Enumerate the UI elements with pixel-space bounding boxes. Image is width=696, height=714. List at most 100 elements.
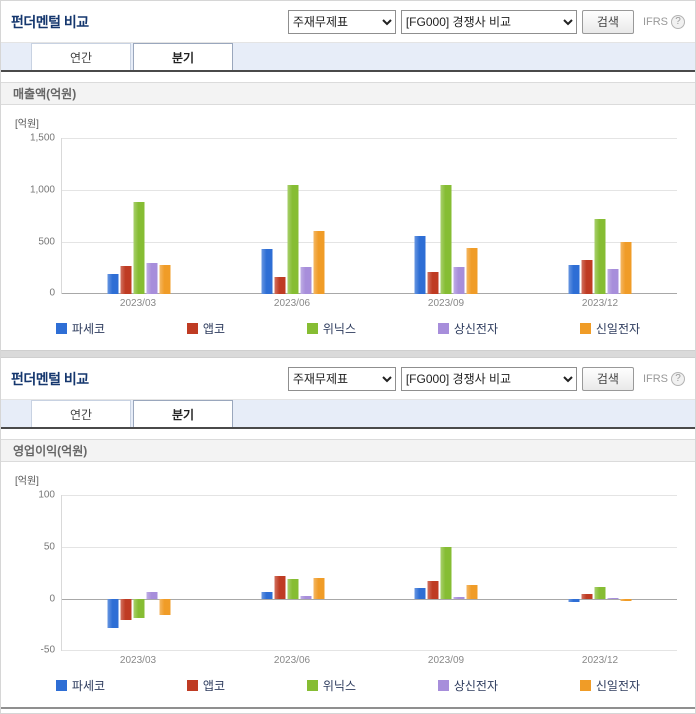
bar-앱코-2023/03 — [120, 599, 132, 620]
bar-상신전자-2023/06 — [300, 266, 312, 294]
legend-swatch — [306, 323, 318, 334]
statement-select[interactable]: 주재무제표 — [287, 9, 396, 34]
legend-label: 신일전자 — [595, 322, 641, 336]
x-axis-label: 2023/06 — [273, 298, 311, 309]
plot-area: -50 0 50 100 — [38, 490, 677, 656]
page-title: 펀더멘털 비교 — [11, 13, 89, 30]
tab-annual[interactable]: 연간 — [31, 400, 131, 427]
bar-신일전자-2023/12 — [620, 242, 632, 294]
bar-파세코-2023/12 — [568, 599, 580, 603]
bars — [107, 138, 171, 294]
legend-label: 파세코 — [71, 322, 106, 336]
header-controls: 주재무제표 [FG000] 경쟁사 비교 검색 IFRS ? — [287, 9, 685, 34]
bar-앱코-2023/09 — [427, 581, 439, 599]
y-axis-tick-label: 1,500 — [29, 132, 55, 144]
legend-item-파세코: 파세코 — [55, 677, 105, 694]
zero-gridline — [62, 599, 677, 600]
ifrs-label: IFRS ? — [642, 371, 685, 386]
legend-swatch — [579, 680, 591, 691]
bar-신일전자-2023/12 — [620, 599, 632, 602]
bar-group — [523, 138, 677, 294]
ifrs-text: IFRS — [642, 372, 668, 385]
bar-파세코-2023/03 — [107, 599, 119, 629]
unit-label: [억원] — [15, 119, 39, 130]
plot-area: 0 500 1,000 1,500 — [30, 133, 677, 299]
y-axis-tick-label: 1,000 — [29, 184, 55, 196]
legend-item-상신전자: 상신전자 — [437, 677, 499, 694]
legend-label: 신일전자 — [595, 679, 641, 693]
y-axis-tick-label: 100 — [38, 489, 55, 501]
legend-swatch — [437, 680, 449, 691]
bar-group — [370, 138, 524, 294]
search-button[interactable]: 검색 — [581, 9, 634, 34]
bar-앱코-2023/03 — [120, 265, 132, 294]
x-axis-label: 2023/12 — [581, 298, 619, 309]
tab-quarterly[interactable]: 분기 — [133, 400, 233, 427]
panel-header: 펀더멘털 비교 주재무제표 [FG000] 경쟁사 비교 검색 IFRS ? — [1, 1, 695, 42]
bar-파세코-2023/09 — [414, 235, 426, 294]
tab-annual[interactable]: 연간 — [31, 43, 131, 70]
bars — [568, 495, 632, 651]
x-axis-labels: 2023/03 2023/06 2023/09 2023/12 — [61, 298, 677, 309]
legend-item-앱코: 앱코 — [186, 320, 225, 337]
x-axis-labels: 2023/03 2023/06 2023/09 2023/12 — [61, 655, 677, 666]
gridline — [62, 495, 677, 496]
bar-신일전자-2023/06 — [313, 578, 325, 599]
plot: -50 0 50 100 — [38, 490, 677, 656]
revenue-chart: [억원] 0 500 1,000 1,500 2023/03 2023/06 2023/0… — [1, 105, 695, 337]
bar-group — [216, 495, 370, 651]
help-icon[interactable]: ? — [671, 371, 685, 386]
bar-group — [62, 495, 216, 651]
bar-앱코-2023/06 — [274, 277, 286, 294]
y-axis-tick-label: 50 — [43, 541, 55, 553]
gridline — [62, 547, 677, 548]
bars — [414, 495, 478, 651]
plot: 0 500 1,000 1,500 — [30, 133, 677, 299]
bar-group — [523, 495, 677, 651]
y-axis-tick-label: 500 — [38, 236, 55, 248]
bar-파세코-2023/06 — [261, 591, 273, 599]
bar-위닉스-2023/06 — [287, 184, 299, 294]
y-axis-tick-label: 0 — [49, 593, 55, 605]
help-icon[interactable]: ? — [671, 14, 685, 29]
bar-위닉스-2023/12 — [594, 586, 606, 599]
panel-header: 펀더멘털 비교 주재무제표 [FG000] 경쟁사 비교 검색 IFRS ? — [1, 358, 695, 399]
legend-swatch — [186, 323, 198, 334]
bar-상신전자-2023/12 — [607, 269, 619, 294]
compare-select[interactable]: [FG000] 경쟁사 비교 — [400, 366, 577, 391]
legend-item-상신전자: 상신전자 — [437, 320, 498, 337]
x-axis-label: 2023/09 — [427, 298, 465, 309]
statement-select[interactable]: 주재무제표 — [287, 366, 396, 391]
bars — [261, 138, 325, 294]
chart-legend: 파세코 앱코 위닉스 상신전자 신일전자 — [15, 677, 681, 694]
legend-label: 앱코 — [202, 679, 225, 693]
bar-신일전자-2023/09 — [466, 248, 478, 294]
bar-상신전자-2023/03 — [146, 591, 158, 599]
bar-group — [62, 138, 216, 294]
tabbar: 연간 분기 — [1, 42, 695, 72]
legend-label: 위닉스 — [322, 679, 356, 693]
bar-위닉스-2023/09 — [440, 184, 452, 294]
search-button[interactable]: 검색 — [581, 366, 634, 391]
panel-separator — [1, 350, 695, 358]
legend-swatch — [306, 680, 318, 691]
bar-groups — [62, 495, 677, 651]
bar-상신전자-2023/03 — [146, 262, 158, 294]
tab-quarterly[interactable]: 분기 — [133, 43, 233, 70]
bar-위닉스-2023/03 — [133, 202, 145, 294]
legend-swatch — [55, 680, 67, 691]
header-controls: 주재무제표 [FG000] 경쟁사 비교 검색 IFRS ? — [287, 366, 685, 391]
bars — [261, 495, 325, 651]
x-axis-label: 2023/09 — [427, 655, 465, 666]
bar-신일전자-2023/03 — [159, 264, 171, 294]
legend-label: 상신전자 — [453, 679, 499, 693]
legend-label: 앱코 — [202, 322, 225, 336]
bar-앱코-2023/06 — [274, 576, 286, 599]
zero-gridline — [62, 293, 677, 294]
bar-앱코-2023/12 — [581, 259, 593, 294]
compare-select[interactable]: [FG000] 경쟁사 비교 — [400, 9, 577, 34]
tabbar: 연간 분기 — [1, 399, 695, 429]
x-axis-label: 2023/03 — [119, 655, 157, 666]
bars — [107, 495, 171, 651]
